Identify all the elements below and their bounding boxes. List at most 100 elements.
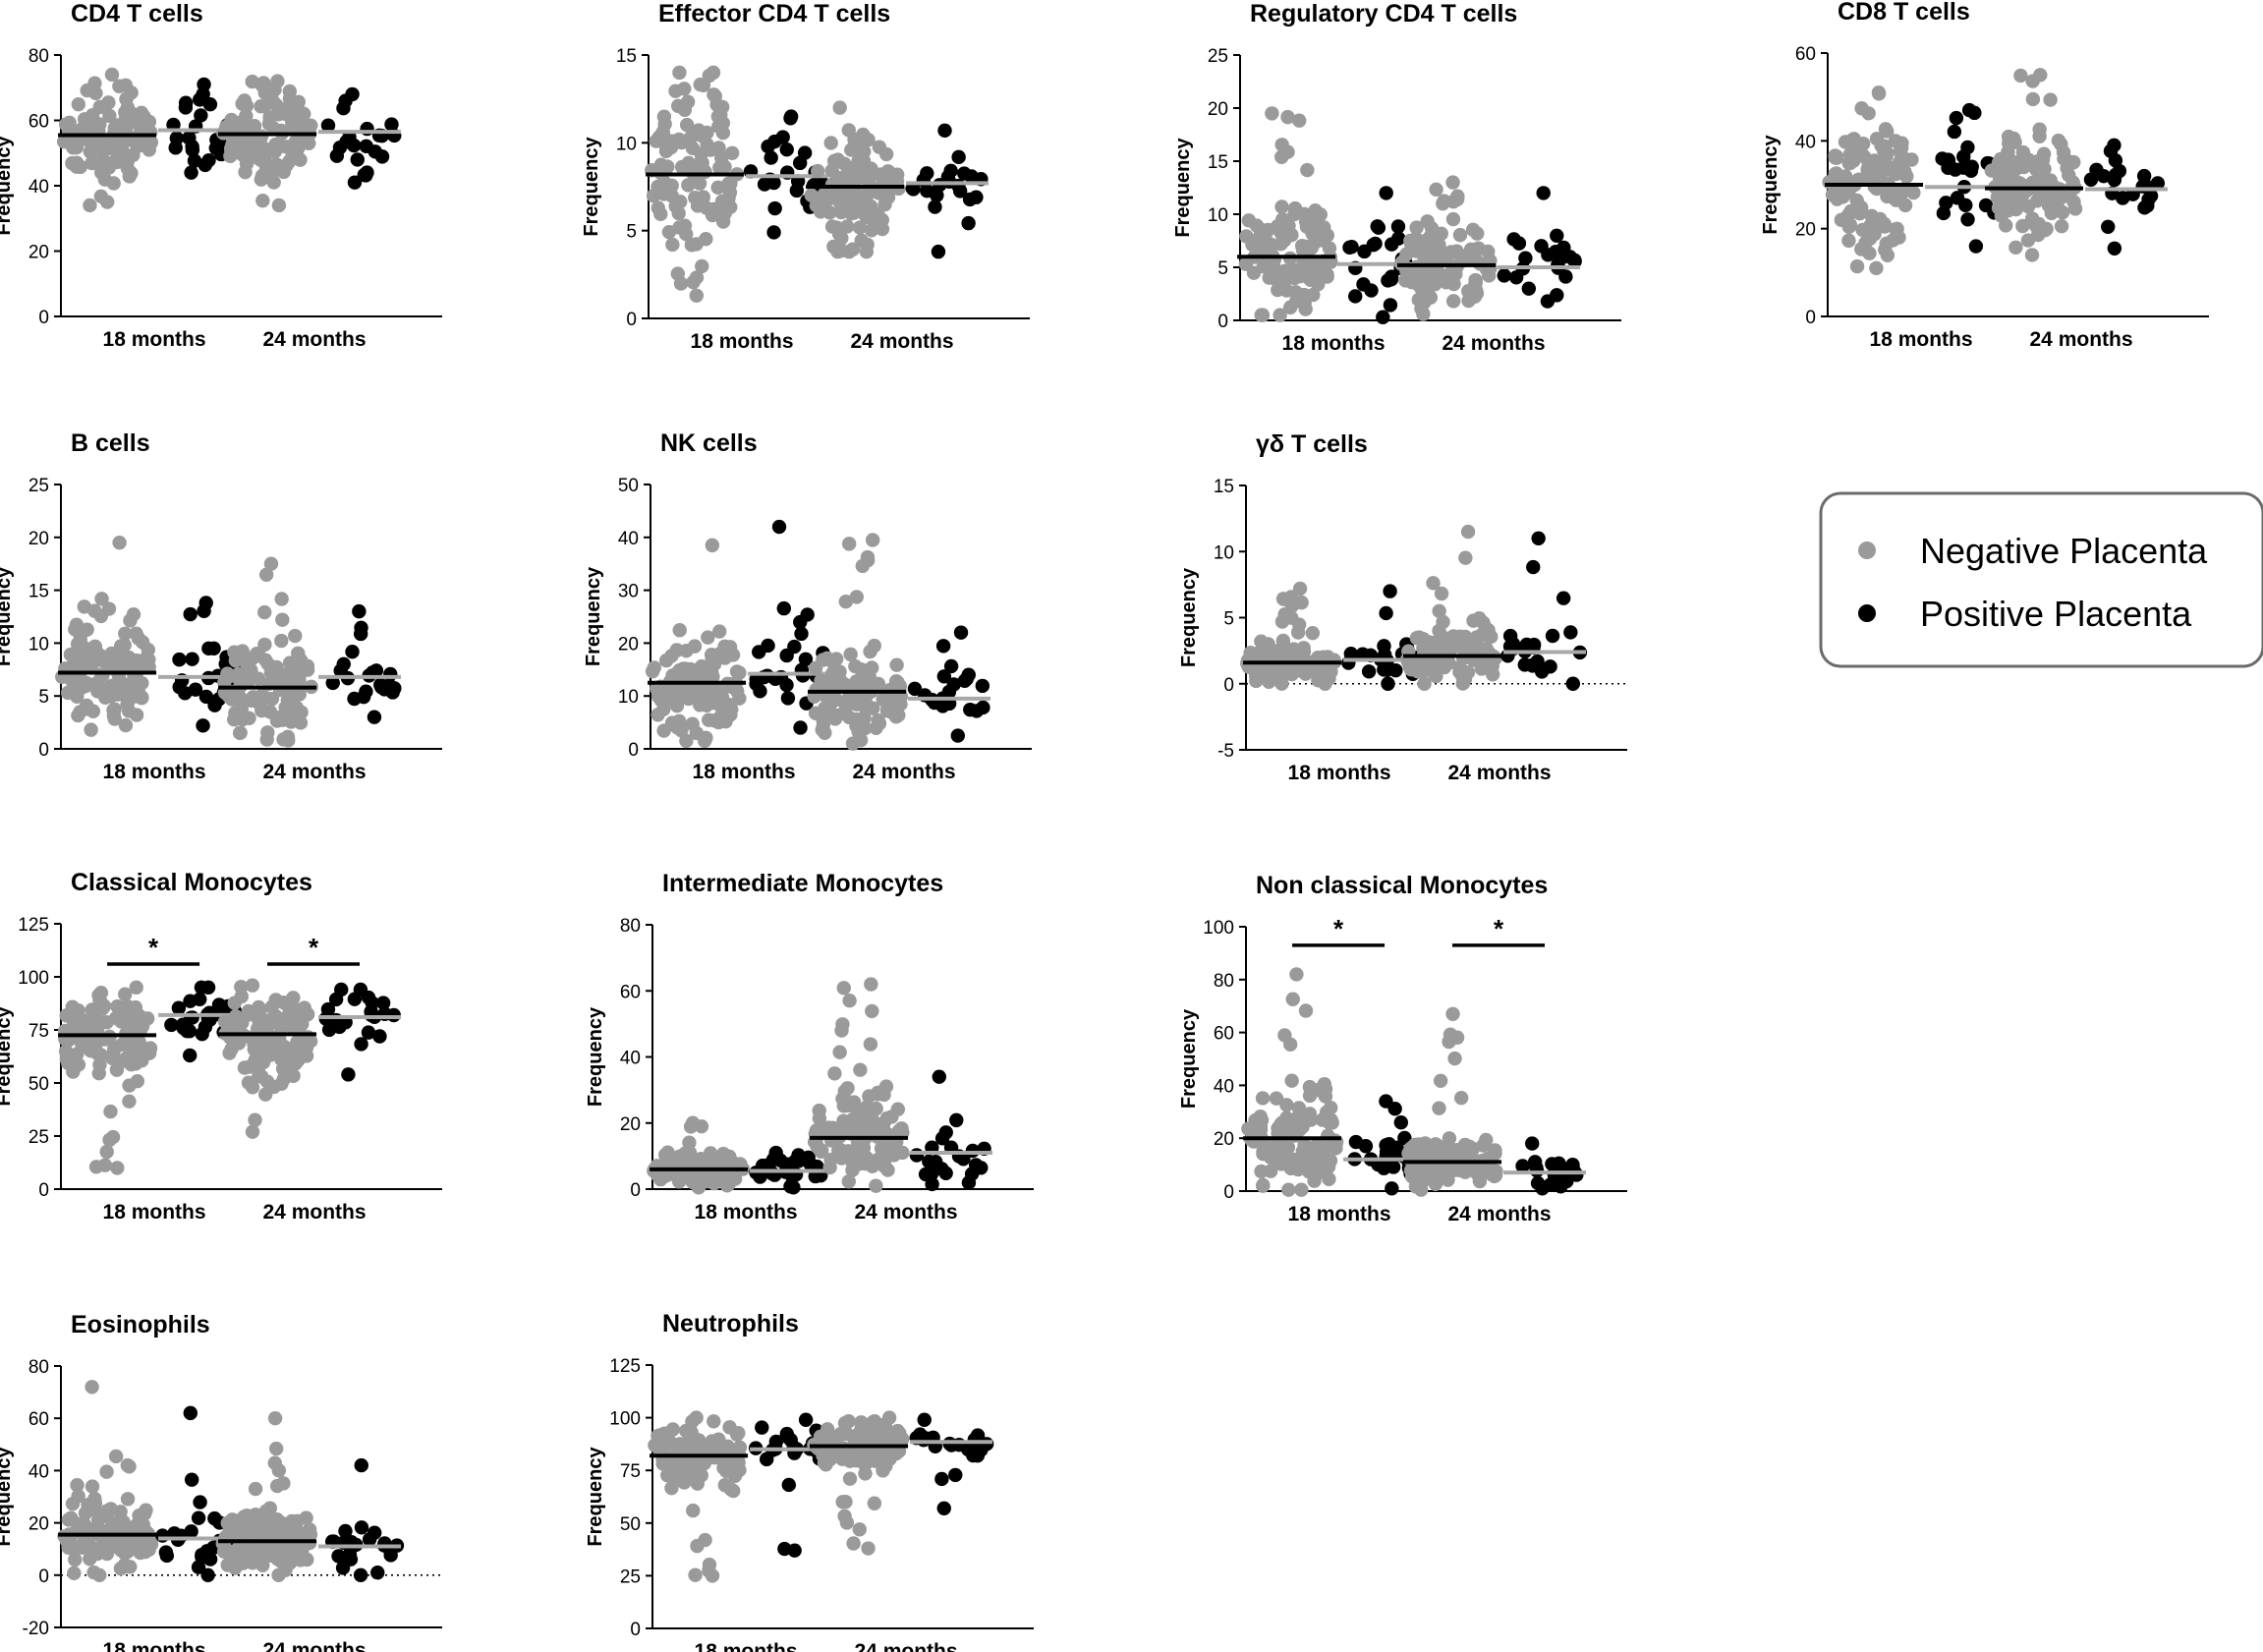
point-negative bbox=[232, 115, 247, 131]
point-negative bbox=[846, 1536, 861, 1551]
point-negative bbox=[258, 567, 274, 583]
point-negative bbox=[1474, 661, 1489, 676]
point-negative bbox=[69, 687, 85, 702]
point-negative bbox=[845, 1112, 860, 1127]
x-category-label: 18 months bbox=[691, 330, 794, 353]
panel-title: Regulatory CD4 T cells bbox=[1250, 0, 1517, 28]
point-negative bbox=[872, 715, 887, 731]
y-axis-label: Frequency bbox=[1172, 138, 1194, 238]
point-negative bbox=[109, 1062, 125, 1077]
y-tick-label: 40 bbox=[620, 1049, 641, 1069]
point-negative bbox=[710, 180, 725, 196]
point-negative bbox=[240, 154, 255, 169]
panel-intermediate-monocytes: Intermediate Monocytes Frequency 0 20 40 60 80… bbox=[585, 870, 1034, 1224]
point-negative bbox=[1849, 258, 1865, 274]
y-tick-label: 20 bbox=[1795, 220, 1816, 241]
panel-title: CD4 T cells bbox=[71, 0, 203, 28]
panel-title: Classical Monocytes bbox=[71, 869, 312, 896]
point-negative bbox=[1482, 626, 1497, 642]
point-negative bbox=[1999, 171, 2014, 187]
point-negative bbox=[838, 595, 853, 609]
point-negative bbox=[1445, 211, 1461, 227]
point-positive bbox=[759, 1452, 774, 1467]
point-negative bbox=[1254, 1164, 1269, 1179]
point-positive bbox=[907, 681, 923, 697]
point-negative bbox=[713, 150, 729, 165]
point-negative bbox=[672, 623, 687, 638]
point-negative bbox=[1860, 162, 1875, 177]
point-negative bbox=[696, 190, 710, 204]
y-tick-label: 25 bbox=[1208, 46, 1228, 67]
y-tick-label: 25 bbox=[28, 1127, 49, 1148]
point-positive bbox=[1383, 584, 1397, 598]
point-negative bbox=[248, 1112, 262, 1127]
point-negative bbox=[2028, 162, 2044, 177]
point-positive bbox=[783, 1179, 798, 1194]
point-positive bbox=[1379, 605, 1393, 621]
panel-title: Neutrophils bbox=[662, 1310, 799, 1338]
point-negative bbox=[77, 599, 91, 614]
point-negative bbox=[878, 146, 894, 162]
point-negative bbox=[880, 1163, 895, 1177]
y-tick-label: 50 bbox=[618, 476, 639, 496]
point-negative bbox=[288, 134, 304, 149]
point-positive bbox=[1550, 288, 1564, 303]
point-negative bbox=[813, 1429, 828, 1445]
point-positive bbox=[979, 1437, 994, 1452]
point-positive bbox=[1526, 559, 1541, 575]
point-negative bbox=[92, 99, 107, 115]
point-positive bbox=[779, 142, 794, 157]
point-positive bbox=[922, 1154, 936, 1169]
point-positive bbox=[345, 645, 360, 659]
point-positive bbox=[341, 1067, 356, 1082]
point-negative bbox=[682, 1135, 697, 1150]
point-negative bbox=[1420, 214, 1435, 229]
point-negative bbox=[707, 712, 721, 728]
point-negative bbox=[231, 1036, 247, 1051]
point-negative bbox=[857, 711, 872, 726]
point-negative bbox=[687, 639, 703, 654]
point-negative bbox=[279, 668, 295, 684]
point-negative bbox=[266, 95, 282, 111]
point-positive bbox=[353, 1567, 368, 1583]
point-negative bbox=[59, 117, 74, 132]
point-negative bbox=[844, 206, 859, 221]
point-negative bbox=[1452, 664, 1467, 680]
point-negative bbox=[1316, 1138, 1330, 1154]
point-negative bbox=[2054, 218, 2069, 234]
point-negative bbox=[275, 712, 290, 727]
y-axis-label: Frequency bbox=[0, 136, 15, 236]
point-negative bbox=[884, 1110, 899, 1124]
point-positive bbox=[1949, 110, 1964, 126]
point-negative bbox=[232, 725, 248, 741]
point-positive bbox=[350, 152, 365, 167]
point-negative bbox=[852, 1522, 867, 1537]
point-positive bbox=[359, 168, 373, 183]
point-negative bbox=[705, 665, 719, 681]
point-negative bbox=[1411, 292, 1426, 308]
point-negative bbox=[840, 1081, 855, 1096]
point-negative bbox=[280, 998, 296, 1013]
y-tick-label: 60 bbox=[1795, 44, 1816, 65]
point-negative bbox=[867, 1414, 882, 1429]
y-tick-label: 50 bbox=[620, 1514, 641, 1535]
point-negative bbox=[292, 687, 307, 702]
point-negative bbox=[274, 139, 289, 153]
point-negative bbox=[1300, 162, 1315, 178]
point-negative bbox=[724, 145, 740, 160]
point-positive bbox=[764, 150, 778, 165]
point-positive bbox=[937, 123, 952, 139]
y-tick-label: 60 bbox=[1214, 1024, 1234, 1045]
point-negative bbox=[699, 730, 713, 746]
point-negative bbox=[690, 1538, 705, 1554]
point-positive bbox=[1390, 219, 1406, 234]
y-axis-label: Frequency bbox=[585, 1447, 606, 1547]
point-negative bbox=[70, 637, 85, 652]
point-positive bbox=[2150, 176, 2166, 191]
point-negative bbox=[85, 1380, 99, 1395]
point-negative bbox=[246, 1525, 260, 1540]
y-axis-label: Frequency bbox=[0, 1447, 15, 1547]
point-negative bbox=[657, 175, 672, 191]
x-category-label: 18 months bbox=[695, 1201, 798, 1224]
point-negative bbox=[1307, 236, 1322, 251]
